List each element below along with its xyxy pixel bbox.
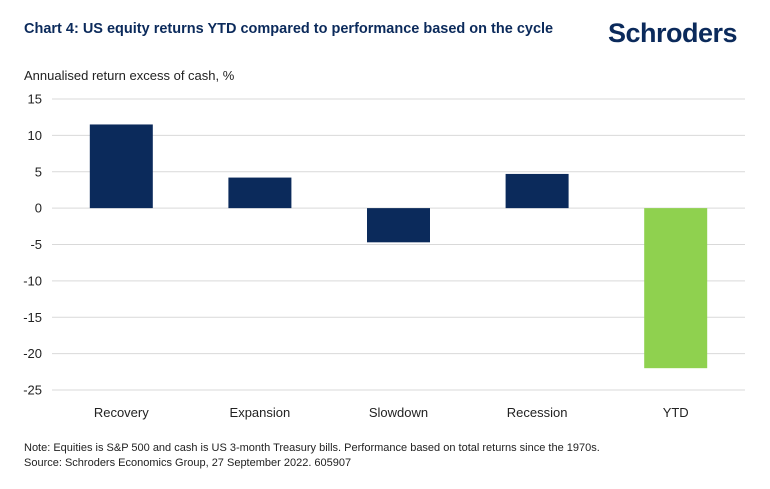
bar-expansion (228, 177, 292, 209)
y-tick-label: -5 (30, 237, 42, 252)
x-tick-label: Expansion (230, 405, 291, 420)
gridlines (52, 98, 745, 391)
y-tick-label: -15 (23, 310, 42, 325)
y-tick-label: -20 (23, 346, 42, 361)
y-tick-label: -10 (23, 273, 42, 288)
chart-title: Chart 4: US equity returns YTD compared … (24, 21, 554, 37)
bar-recession (505, 173, 569, 209)
x-axis-ticks: Recovery Expansion Slowdown Recession YTD (94, 405, 689, 420)
x-tick-label: YTD (663, 405, 689, 420)
bar-slowdown (367, 208, 430, 243)
y-tick-label: 0 (35, 201, 42, 216)
schroders-logo: Schroders (608, 18, 738, 48)
y-axis-ticks: 15 10 5 0 -5 -10 -15 -20 -25 (23, 92, 42, 398)
x-tick-label: Slowdown (369, 405, 428, 420)
chart-notes: Note: Equities is S&P 500 and cash is US… (24, 441, 600, 471)
y-axis-label: Annualised return excess of cash, % (24, 68, 235, 83)
bar-recovery (89, 124, 153, 209)
bar-chart: 15 10 5 0 -5 -10 -15 -20 -25 Recovery Expansion Sl… (23, 92, 745, 420)
x-tick-label: Recovery (94, 405, 149, 420)
source-text: Source: Schroders Economics Group, 27 Se… (24, 457, 352, 469)
note-text: Note: Equities is S&P 500 and cash is US… (24, 442, 600, 454)
bars (89, 124, 708, 369)
y-tick-label: 15 (28, 92, 42, 107)
y-tick-label: -25 (23, 383, 42, 398)
bar-ytd (644, 208, 708, 369)
x-tick-label: Recession (507, 405, 568, 420)
y-tick-label: 5 (35, 164, 42, 179)
y-tick-label: 10 (28, 128, 42, 143)
